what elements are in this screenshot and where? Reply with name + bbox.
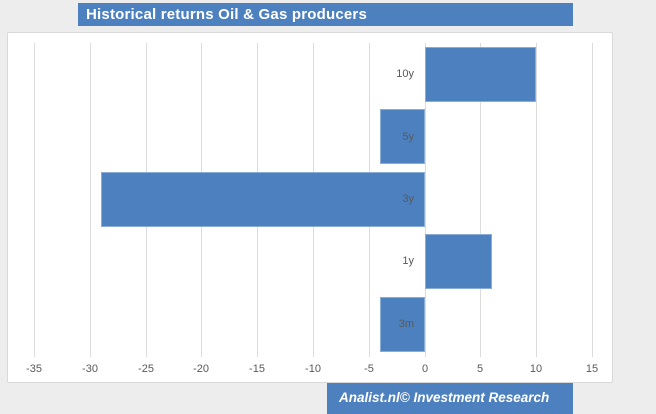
x-tick-label--10: -10 [305, 363, 321, 375]
x-tick-label--30: -30 [82, 363, 98, 375]
x-tick-label--35: -35 [26, 363, 42, 375]
x-tick-label-5: 5 [476, 363, 484, 375]
x-tick-label-15: 15 [585, 363, 599, 375]
category-label-10y: 10y [396, 68, 414, 80]
gridline-10 [536, 43, 537, 357]
chart-title: Historical returns Oil & Gas producers [86, 6, 368, 23]
chart-title-bar: Historical returns Oil & Gas producers [78, 3, 573, 26]
gridline-0 [425, 43, 426, 357]
x-tick-label--25: -25 [138, 363, 154, 375]
bar-1y [425, 234, 492, 289]
x-tick-label--20: -20 [193, 363, 209, 375]
gridline-15 [592, 43, 593, 357]
gridline--35 [34, 43, 35, 357]
x-tick-label-0: 0 [421, 363, 429, 375]
footer-text: Analist.nl© Investment Research [339, 390, 550, 405]
gridline-5 [480, 43, 481, 357]
bar-3y [101, 172, 425, 227]
category-label-5y: 5y [402, 131, 414, 143]
category-label-3m: 3m [398, 318, 414, 330]
chart-panel: 10y 5y 3y 1y 3m -35 -30 -25 -20 -15 -10 -5 0 5 10 15 [7, 32, 613, 383]
bar-5y [380, 109, 425, 164]
x-tick-label-10: 10 [529, 363, 543, 375]
category-label-3y: 3y [402, 193, 414, 205]
bar-10y [425, 47, 536, 102]
x-tick-label--15: -15 [249, 363, 265, 375]
category-label-1y: 1y [402, 255, 414, 267]
bar-3m [380, 297, 425, 352]
gridline--30 [90, 43, 91, 357]
plot-area: 10y 5y 3y 1y 3m [34, 43, 593, 357]
x-tick-label--5: -5 [364, 363, 374, 375]
footer-watermark: Analist.nl© Investment Research [327, 383, 573, 414]
x-axis: -35 -30 -25 -20 -15 -10 -5 0 5 10 15 [26, 363, 598, 377]
